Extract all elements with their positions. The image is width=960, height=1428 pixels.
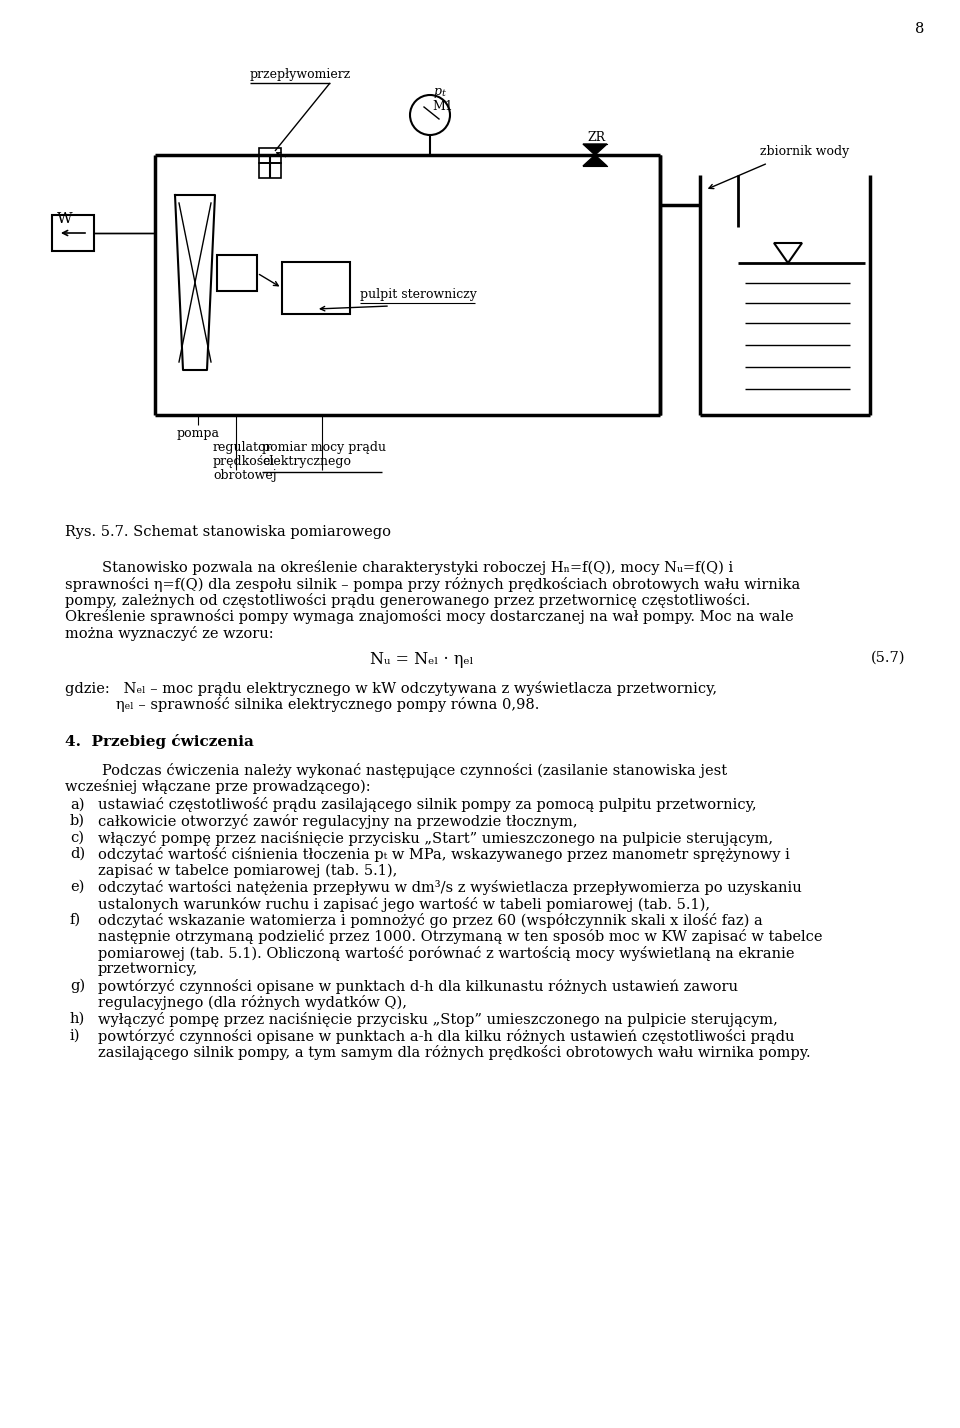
Text: gdzie:   Nₑₗ – moc prądu elektrycznego w kW odczytywana z wyświetlacza przetworn: gdzie: Nₑₗ – moc prądu elektrycznego w k…: [65, 681, 717, 695]
Text: wyłączyć pompę przez naciśnięcie przycisku „Stop” umieszczonego na pulpicie ster: wyłączyć pompę przez naciśnięcie przycis…: [98, 1012, 778, 1027]
Text: (5.7): (5.7): [871, 651, 905, 664]
Text: regulacyjnego (dla różnych wydatków Q),: regulacyjnego (dla różnych wydatków Q),: [98, 995, 407, 1011]
Text: przetwornicy,: przetwornicy,: [98, 962, 199, 977]
Polygon shape: [583, 144, 607, 156]
Text: 4.  Przebieg ćwiczenia: 4. Przebieg ćwiczenia: [65, 734, 253, 750]
Text: p: p: [433, 86, 441, 99]
Text: Podczas ćwiczenia należy wykonać następujące czynności (zasilanie stanowiska jes: Podczas ćwiczenia należy wykonać następu…: [65, 763, 727, 777]
Text: pompy, zależnych od częstotliwości prądu generowanego przez przetwornicę częstot: pompy, zależnych od częstotliwości prądu…: [65, 593, 751, 608]
Text: można wyznaczyć ze wzoru:: można wyznaczyć ze wzoru:: [65, 625, 274, 641]
Text: h): h): [70, 1012, 85, 1025]
Text: b): b): [70, 814, 85, 828]
Text: t: t: [441, 89, 444, 99]
Text: Stanowisko pozwala na określenie charakterystyki roboczej Hₙ=f(Q), mocy Nᵤ=f(Q) : Stanowisko pozwala na określenie charakt…: [65, 560, 733, 575]
Text: e): e): [70, 880, 84, 894]
Text: ZR: ZR: [587, 131, 605, 144]
Text: pomiar mocy prądu: pomiar mocy prądu: [262, 441, 386, 454]
Bar: [259, 149, 281, 163]
Text: zapisać w tabelce pomiarowej (tab. 5.1),: zapisać w tabelce pomiarowej (tab. 5.1),: [98, 864, 397, 878]
Text: M1: M1: [432, 100, 453, 113]
Bar: [282, 261, 350, 314]
Text: włączyć pompę przez naciśnięcie przycisku „Start” umieszczonego na pulpicie ster: włączyć pompę przez naciśnięcie przycisk…: [98, 831, 773, 845]
Bar: [259, 163, 281, 178]
Text: powtórzyć czynności opisane w punktach a-h dla kilku różnych ustawień częstotliw: powtórzyć czynności opisane w punktach a…: [98, 1028, 795, 1044]
Text: odczytać wartości natężenia przepływu w dm³/s z wyświetlacza przepływomierza po : odczytać wartości natężenia przepływu w …: [98, 880, 802, 895]
Text: całkowicie otworzyć zawór regulacyjny na przewodzie tłocznym,: całkowicie otworzyć zawór regulacyjny na…: [98, 814, 578, 830]
Text: ustalonych warunków ruchu i zapisać jego wartość w tabeli pomiarowej (tab. 5.1),: ustalonych warunków ruchu i zapisać jego…: [98, 897, 710, 911]
Polygon shape: [583, 156, 607, 166]
Text: Nᵤ = Nₑₗ · ηₑₗ: Nᵤ = Nₑₗ · ηₑₗ: [370, 651, 473, 667]
Text: odczytać wartość ciśnienia tłoczenia pₜ w MPa, wskazywanego przez manometr spręż: odczytać wartość ciśnienia tłoczenia pₜ …: [98, 847, 790, 863]
Text: W: W: [57, 211, 73, 226]
Text: sprawności η=f(Q) dla zespołu silnik – pompa przy różnych prędkościach obrotowyc: sprawności η=f(Q) dla zespołu silnik – p…: [65, 577, 801, 591]
Text: obrotowej: obrotowej: [213, 468, 276, 483]
Bar: [217, 256, 257, 291]
Text: zasilającego silnik pompy, a tym samym dla różnych prędkości obrotowych wału wir: zasilającego silnik pompy, a tym samym d…: [98, 1045, 810, 1060]
Text: odczytać wskazanie watomierza i pomnożyć go przez 60 (współczynnik skali x ilość: odczytać wskazanie watomierza i pomnożyć…: [98, 912, 763, 928]
Text: c): c): [70, 831, 84, 844]
Text: a): a): [70, 797, 84, 811]
Text: Rys. 5.7. Schemat stanowiska pomiarowego: Rys. 5.7. Schemat stanowiska pomiarowego: [65, 526, 391, 538]
Text: pulpit sterowniczy: pulpit sterowniczy: [360, 288, 477, 301]
Text: powtórzyć czynności opisane w punktach d-h dla kilkunastu różnych ustawień zawor: powtórzyć czynności opisane w punktach d…: [98, 980, 738, 994]
Text: następnie otrzymaną podzielić przez 1000. Otrzymaną w ten sposób moc w KW zapisa: następnie otrzymaną podzielić przez 1000…: [98, 930, 823, 944]
Text: i): i): [70, 1028, 81, 1042]
Text: wcześniej włączane prze prowadzącego):: wcześniej włączane prze prowadzącego):: [65, 780, 371, 794]
Text: zbiornik wody: zbiornik wody: [760, 146, 850, 159]
Text: przepływomierz: przepływomierz: [250, 69, 351, 81]
Text: elektrycznego: elektrycznego: [262, 456, 351, 468]
Text: regulator: regulator: [213, 441, 273, 454]
Text: d): d): [70, 847, 85, 861]
Text: g): g): [70, 980, 85, 994]
Text: ηₑₗ – sprawność silnika elektrycznego pompy równa 0,98.: ηₑₗ – sprawność silnika elektrycznego po…: [65, 697, 540, 713]
Bar: [52, 216, 94, 251]
Text: prędkości: prędkości: [213, 456, 276, 468]
Text: pomiarowej (tab. 5.1). Obliczoną wartość porównać z wartością mocy wyświetlaną n: pomiarowej (tab. 5.1). Obliczoną wartość…: [98, 945, 795, 961]
Text: pompa: pompa: [177, 427, 220, 440]
Text: f): f): [70, 912, 82, 927]
Text: Określenie sprawności pompy wymaga znajomości mocy dostarczanej na wał pompy. Mo: Określenie sprawności pompy wymaga znajo…: [65, 610, 794, 624]
Text: ustawiać częstotliwość prądu zasilającego silnik pompy za pomocą pulpitu przetwo: ustawiać częstotliwość prądu zasilająceg…: [98, 797, 756, 813]
Text: 8: 8: [915, 21, 924, 36]
